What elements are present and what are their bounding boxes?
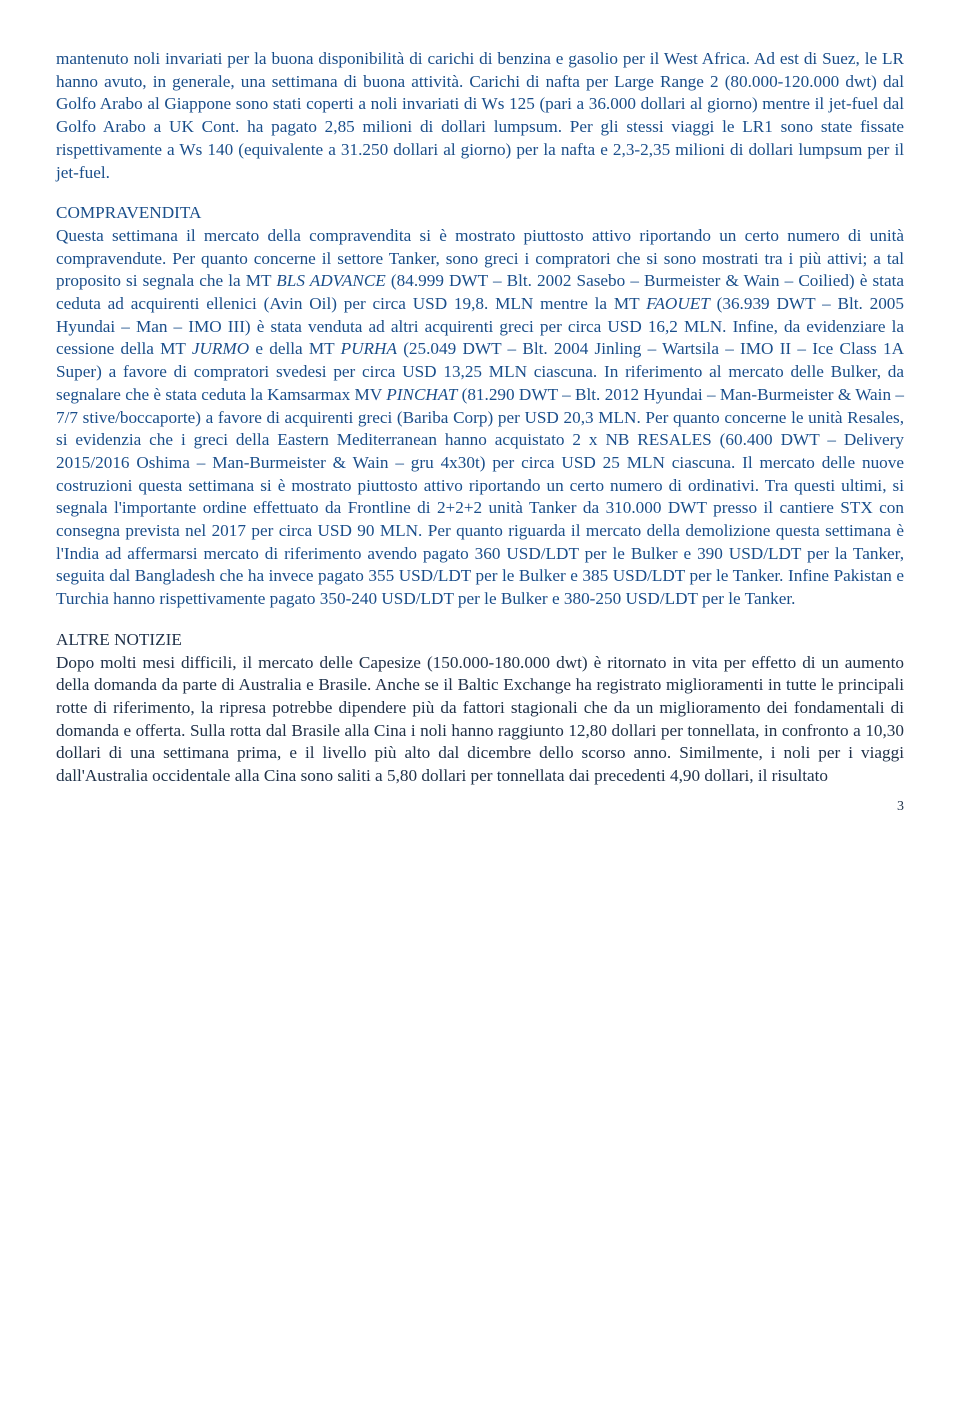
paragraph-intro: mantenuto noli invariati per la buona di… [56,48,904,184]
ship-faouet: FAOUET [646,294,710,313]
section-altre-notizie: ALTRE NOTIZIE Dopo molti mesi difficili,… [56,629,904,788]
ship-jurmo: JURMO [192,339,249,358]
ship-bls-advance: BLS ADVANCE [276,271,386,290]
ship-purha: PURHA [341,339,397,358]
heading-altre-notizie: ALTRE NOTIZIE [56,630,182,649]
ship-pinchat: PINCHAT [386,385,457,404]
heading-compravendita: COMPRAVENDITA [56,203,201,222]
section-compravendita: COMPRAVENDITA Questa settimana il mercat… [56,202,904,611]
compravendita-text-d: e della MT [249,339,341,358]
page-number: 3 [56,798,904,816]
altre-notizie-text: Dopo molti mesi difficili, il mercato de… [56,653,904,786]
compravendita-text-f: (81.290 DWT – Blt. 2012 Hyundai – Man-Bu… [56,385,904,608]
